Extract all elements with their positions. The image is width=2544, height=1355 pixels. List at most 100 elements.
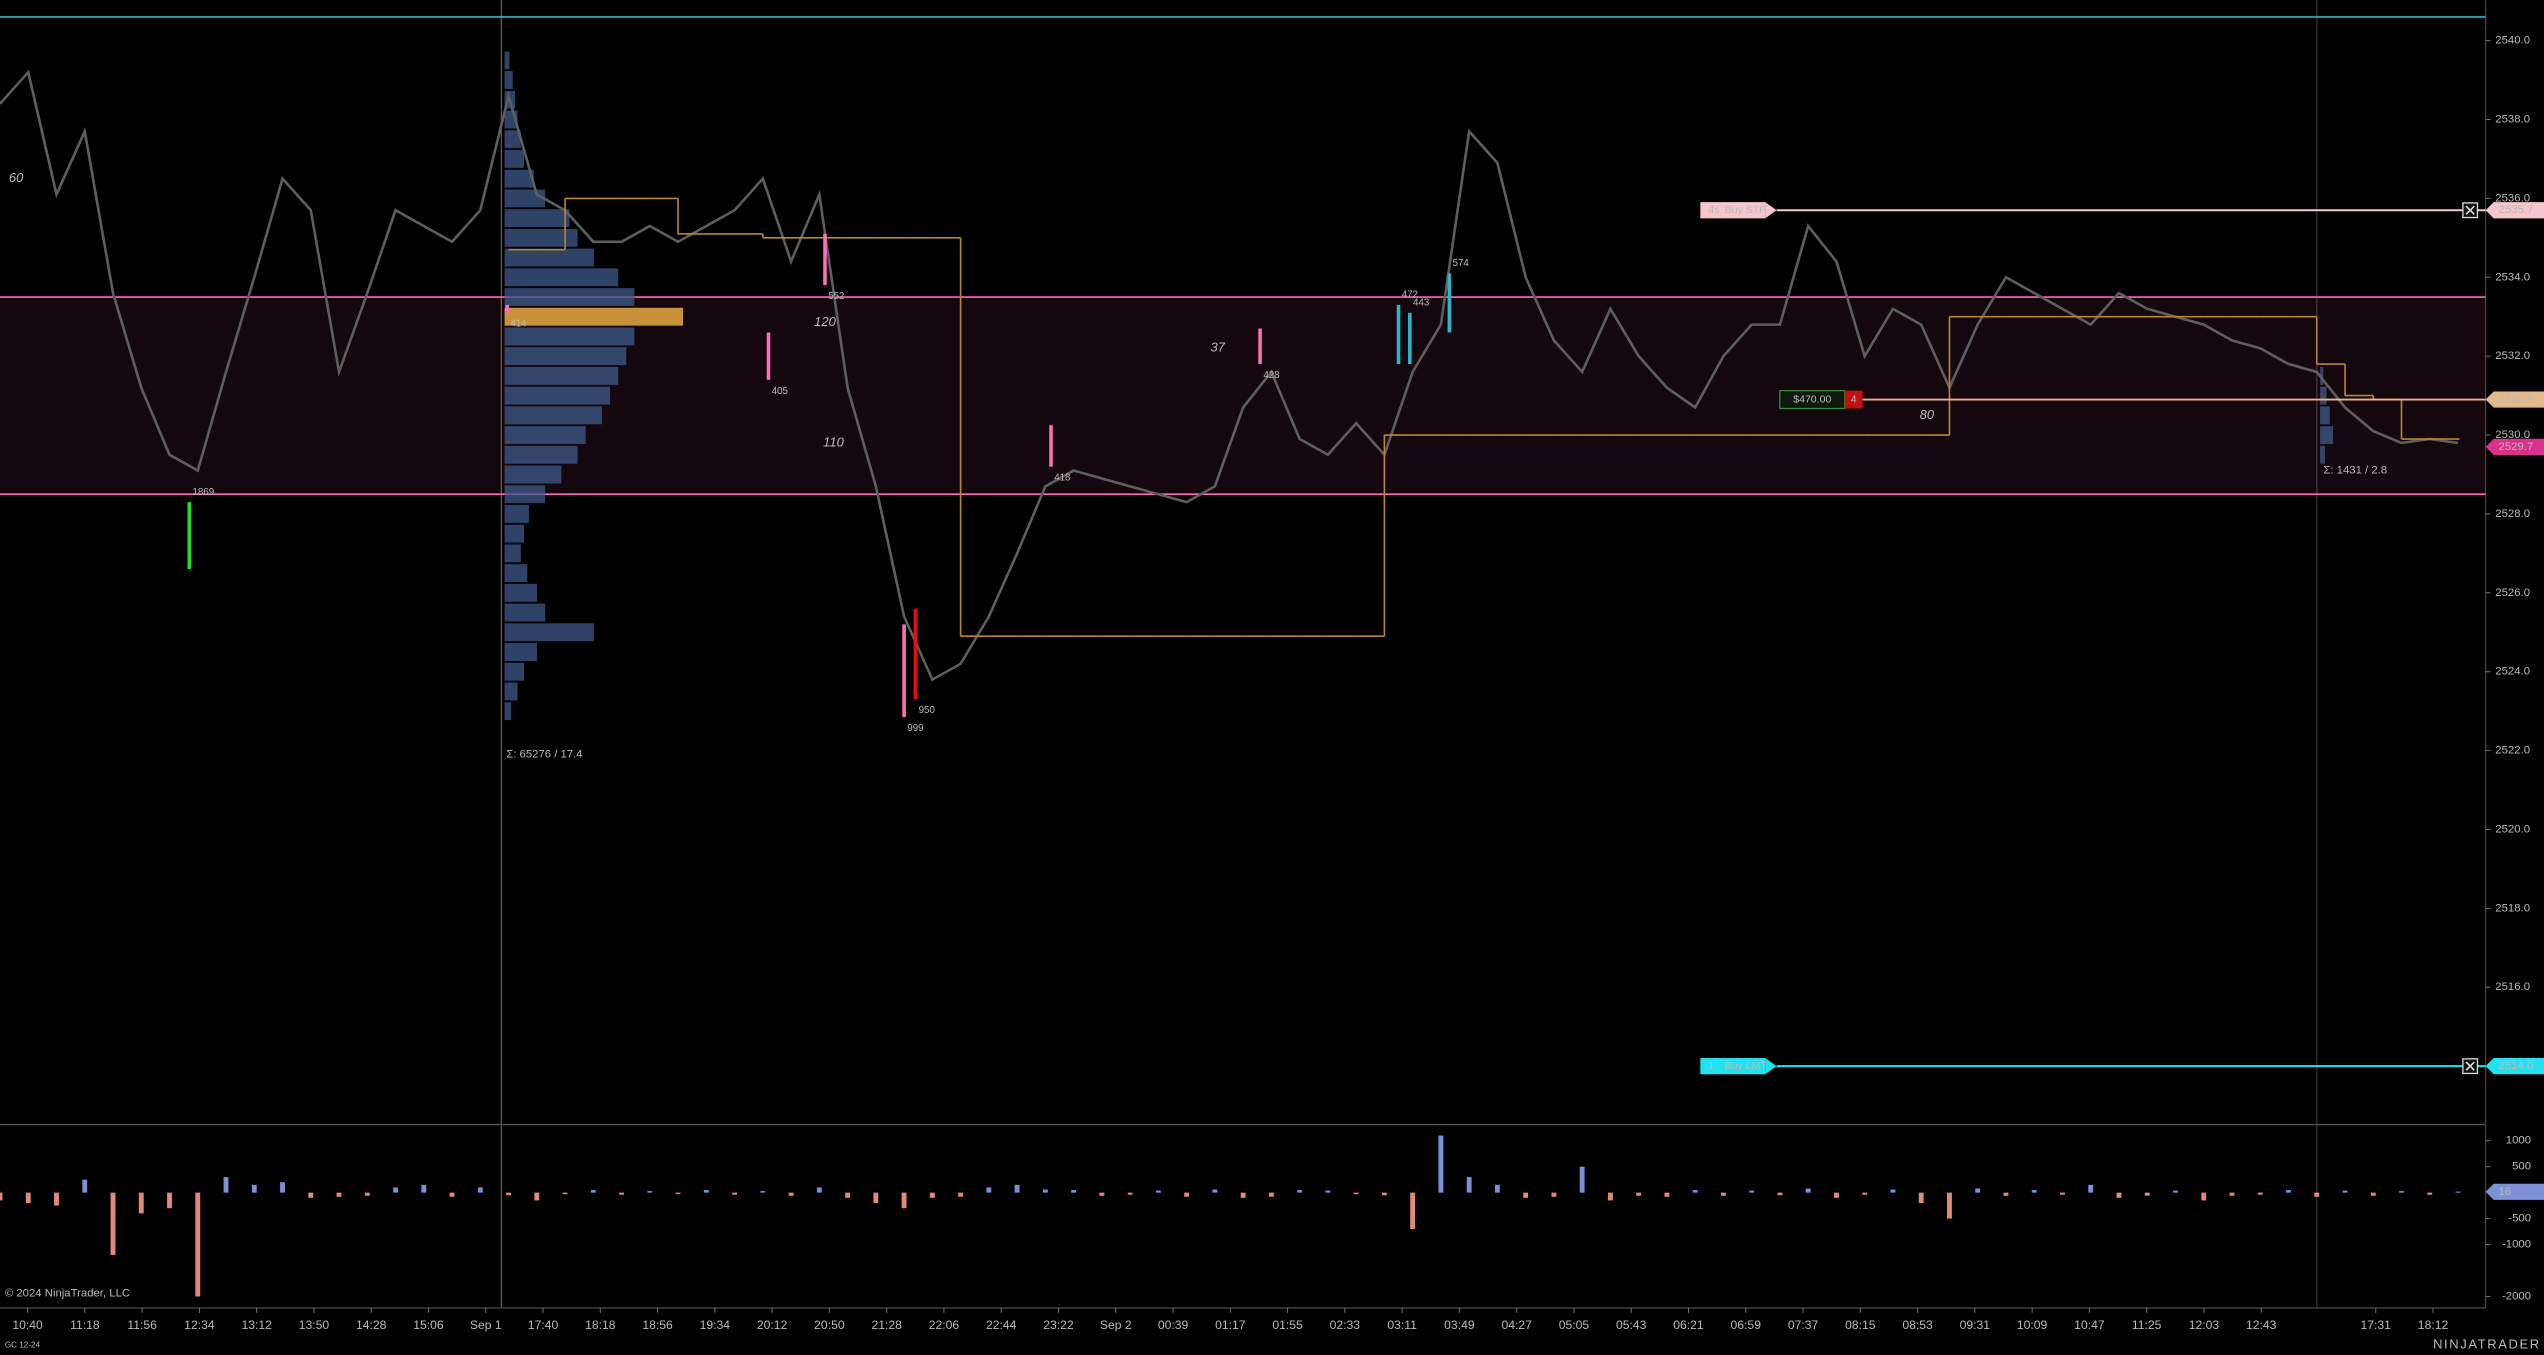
- position-tag-label: 2530.9: [2499, 394, 2534, 406]
- volume-bar: [2144, 1192, 2150, 1196]
- order-tag[interactable]: [1700, 202, 1766, 219]
- order-label: Buy STP: [1725, 204, 1767, 216]
- profile-bar: [504, 426, 586, 444]
- marker-label: 1869: [193, 487, 215, 498]
- time-label: 15:06: [413, 1318, 444, 1332]
- marker-label: 574: [1453, 258, 1470, 269]
- volume-tick-label: -1000: [2502, 1239, 2531, 1251]
- volume-bar: [1607, 1192, 1613, 1201]
- price-tick-label: 2532.0: [2495, 350, 2530, 362]
- annotation: 60: [9, 170, 24, 185]
- volume-bar: [2003, 1192, 2009, 1196]
- order-close-x[interactable]: [2465, 1061, 2475, 1071]
- time-label: 03:49: [1444, 1318, 1475, 1332]
- profile-bar: [504, 643, 538, 661]
- profile-bar: [504, 150, 525, 168]
- volume-bar: [1636, 1192, 1642, 1196]
- price-tick-label: 2538.0: [2495, 114, 2530, 126]
- volume-bar: [1466, 1177, 1472, 1193]
- marker-label: 414: [510, 319, 527, 330]
- volume-bar: [1212, 1189, 1218, 1193]
- order-tag[interactable]: [1700, 1058, 1766, 1075]
- time-label: 02:33: [1330, 1318, 1361, 1332]
- time-label: 05:05: [1559, 1318, 1590, 1332]
- volume-bar: [2455, 1191, 2461, 1193]
- price-line: [0, 69, 2459, 682]
- volume-bar: [1551, 1192, 1557, 1197]
- profile-bar: [504, 307, 684, 326]
- volume-bar: [1240, 1192, 1246, 1198]
- time-label: 06:59: [1731, 1318, 1762, 1332]
- volume-bar: [1664, 1192, 1670, 1197]
- volume-bar: [110, 1192, 116, 1255]
- time-label: 12:03: [2189, 1318, 2220, 1332]
- time-label: 10:47: [2074, 1318, 2105, 1332]
- volume-tick-label: -2000: [2502, 1290, 2531, 1302]
- volume-bar: [1720, 1192, 1726, 1196]
- time-label: 05:43: [1616, 1318, 1647, 1332]
- volume-bar: [675, 1192, 681, 1195]
- volume-bar: [477, 1187, 483, 1193]
- volume-bar: [1042, 1189, 1048, 1193]
- marker-label: 405: [772, 386, 788, 397]
- volume-bar: [1014, 1184, 1020, 1193]
- annotation: 120: [814, 314, 836, 329]
- volume-bar: [2342, 1190, 2348, 1193]
- price-tick-label: 2536.0: [2495, 192, 2530, 204]
- volume-tick-label: 1000: [2506, 1135, 2531, 1147]
- volume-bar: [816, 1187, 822, 1193]
- profile-bar: [504, 544, 521, 563]
- volume-bar: [82, 1179, 88, 1193]
- volume-bar: [1918, 1192, 1924, 1204]
- volume-bar: [1127, 1192, 1133, 1195]
- volume-bar: [986, 1187, 992, 1193]
- volume-bar: [167, 1192, 172, 1209]
- price-tick-label: 2518.0: [2495, 902, 2530, 914]
- profile-bar: [504, 228, 578, 247]
- volume-bar: [54, 1192, 59, 1206]
- annotation: 110: [823, 434, 844, 449]
- marker-label: 428: [1263, 370, 1279, 381]
- volume-bar: [2088, 1184, 2094, 1193]
- volume-bar: [562, 1192, 568, 1195]
- volume-bar: [1297, 1190, 1303, 1193]
- volume-bar: [788, 1192, 794, 1196]
- order-tag: [2485, 1058, 2544, 1075]
- volume-bar: [1494, 1184, 1500, 1193]
- volume-bar: [364, 1192, 370, 1196]
- volume-bar: [1862, 1192, 1868, 1195]
- profile-bar: [504, 682, 518, 701]
- price-tick-label: 2540.0: [2495, 35, 2530, 47]
- time-label: 11:56: [127, 1318, 157, 1332]
- profile-bar: [2320, 386, 2327, 405]
- time-label: 13:12: [241, 1318, 272, 1332]
- profile-bar: [504, 524, 525, 543]
- profile-bar: [504, 445, 578, 464]
- order-tag-label: 2514.0: [2499, 1060, 2534, 1072]
- volume-bar: [0, 1192, 3, 1201]
- time-label: 09:31: [1960, 1318, 1991, 1332]
- annotation: 37: [1210, 340, 1225, 355]
- profile-bar: [504, 406, 602, 425]
- volume-bar: [2314, 1192, 2320, 1197]
- annotation: 80: [1920, 407, 1935, 422]
- order-tag: [2485, 202, 2544, 219]
- time-label: Sep 2: [1100, 1318, 1132, 1332]
- time-label: 03:11: [1387, 1318, 1417, 1332]
- profile-bar: [504, 583, 538, 602]
- time-label: 10:40: [12, 1318, 43, 1332]
- volume-bar: [223, 1177, 229, 1193]
- order-close-x[interactable]: [2465, 205, 2475, 215]
- volume-bar: [1325, 1190, 1331, 1193]
- order-qty: 1: [1708, 1060, 1714, 1072]
- volume-bar: [251, 1184, 257, 1193]
- position-qty-box[interactable]: [1844, 390, 1863, 409]
- profile-bar: [2320, 445, 2325, 464]
- time-label: 21:28: [871, 1318, 902, 1332]
- volume-bar: [1438, 1135, 1444, 1193]
- logo: NINJATRADER: [2433, 1337, 2541, 1352]
- marker-label: 552: [828, 291, 844, 302]
- copyright: © 2024 NinjaTrader, LLC: [5, 1287, 130, 1299]
